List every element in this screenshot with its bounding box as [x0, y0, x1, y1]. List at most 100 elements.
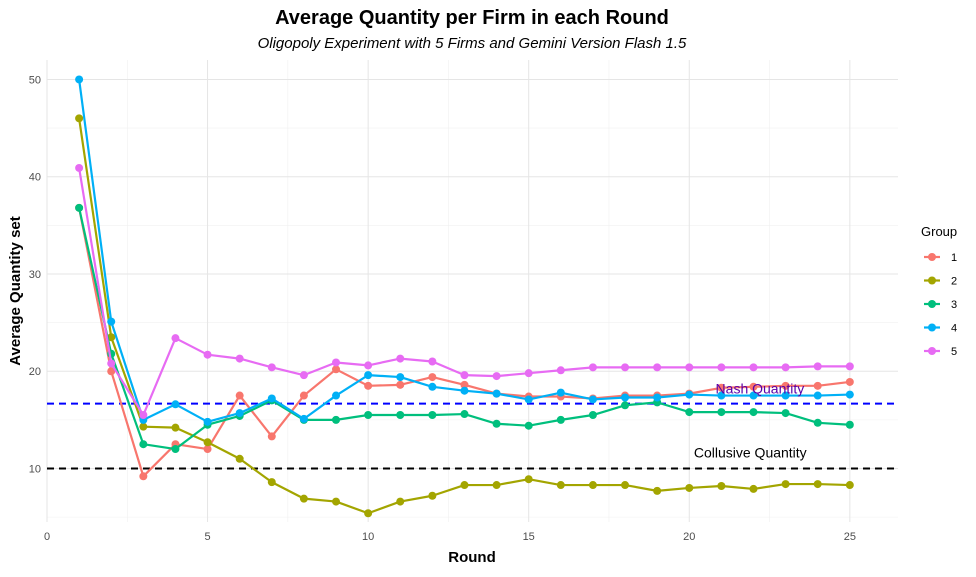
y-tick-label: 20 [29, 366, 41, 378]
data-point [460, 371, 469, 380]
data-point [621, 393, 630, 402]
data-point [235, 409, 244, 418]
data-point [845, 390, 854, 399]
series-4 [75, 75, 854, 426]
data-point [139, 440, 148, 449]
series-line [78, 79, 850, 423]
legend-item-3: 3 [924, 299, 957, 311]
data-point [332, 358, 341, 367]
y-tick-label: 30 [29, 269, 41, 281]
series-group [75, 75, 854, 518]
data-point [781, 363, 790, 372]
series-5 [75, 163, 854, 420]
data-point [588, 481, 597, 490]
data-point [653, 363, 662, 372]
data-point [588, 395, 597, 404]
y-tick-label: 40 [29, 172, 41, 184]
data-point [749, 382, 758, 391]
data-point [364, 371, 373, 380]
x-axis-title: Round [448, 549, 495, 566]
series-3 [75, 203, 854, 454]
data-point [685, 390, 694, 399]
legend-key-point [928, 323, 936, 332]
legend-label: 3 [951, 299, 957, 311]
data-point [621, 481, 630, 490]
series-1 [75, 203, 854, 481]
data-point [749, 363, 758, 372]
data-point [107, 359, 116, 368]
data-point [171, 445, 180, 454]
chart-title: Average Quantity per Firm in each Round [275, 7, 669, 29]
data-point [171, 334, 180, 343]
data-point [685, 363, 694, 372]
data-point [492, 389, 501, 398]
data-point [139, 472, 148, 481]
data-point [685, 483, 694, 492]
legend-label: 4 [951, 323, 957, 335]
data-point [267, 363, 276, 372]
data-point [396, 380, 405, 389]
legend-key-point [928, 276, 936, 285]
legend-item-4: 4 [924, 323, 957, 335]
x-tick-label: 20 [683, 531, 695, 543]
data-point [813, 418, 822, 427]
data-point [364, 361, 373, 370]
x-tick-label: 0 [44, 531, 50, 543]
data-point [267, 478, 276, 487]
data-point [364, 381, 373, 390]
annotations: Nash Quantity Collusive Quantity [694, 381, 807, 461]
data-point [556, 388, 565, 397]
reference-lines [47, 402, 898, 470]
data-point [717, 408, 726, 417]
data-point [332, 365, 341, 374]
data-point [171, 423, 180, 432]
data-point [267, 432, 276, 441]
data-point [492, 372, 501, 381]
x-tick-label: 25 [844, 531, 856, 543]
data-point [717, 363, 726, 372]
legend-title: Group [921, 224, 957, 239]
legend-label: 1 [951, 252, 957, 264]
data-point [107, 367, 116, 376]
data-point [75, 203, 84, 212]
data-point [492, 481, 501, 490]
data-point [653, 486, 662, 495]
data-point [749, 484, 758, 493]
data-point [460, 380, 469, 389]
data-point [813, 381, 822, 390]
data-point [428, 411, 437, 420]
data-point [428, 382, 437, 391]
data-point [332, 391, 341, 400]
data-point [781, 381, 790, 390]
data-point [299, 494, 308, 503]
data-point [203, 438, 212, 447]
data-point [235, 354, 244, 363]
data-point [203, 417, 212, 426]
data-point [492, 419, 501, 428]
data-point [524, 369, 533, 378]
data-point [235, 454, 244, 463]
data-point [717, 482, 726, 491]
chart-titles: Average Quantity per Firm in each Round … [258, 7, 687, 52]
data-point [139, 411, 148, 420]
data-point [524, 475, 533, 484]
y-tick-label: 10 [29, 464, 41, 476]
y-tick-label: 50 [29, 74, 41, 86]
data-point [75, 75, 84, 84]
data-point [813, 480, 822, 489]
data-point [428, 373, 437, 382]
data-point [396, 497, 405, 506]
data-point [332, 415, 341, 424]
reference-line-label: Nash Quantity [716, 381, 805, 397]
legend-item-5: 5 [924, 346, 957, 358]
data-point [235, 391, 244, 400]
data-point [749, 408, 758, 417]
legend-key-point [928, 253, 936, 261]
x-tick-label: 5 [205, 531, 211, 543]
data-point [267, 394, 276, 403]
data-point [524, 395, 533, 404]
legend-label: 2 [951, 276, 957, 288]
data-point [299, 414, 308, 423]
data-point [845, 362, 854, 371]
